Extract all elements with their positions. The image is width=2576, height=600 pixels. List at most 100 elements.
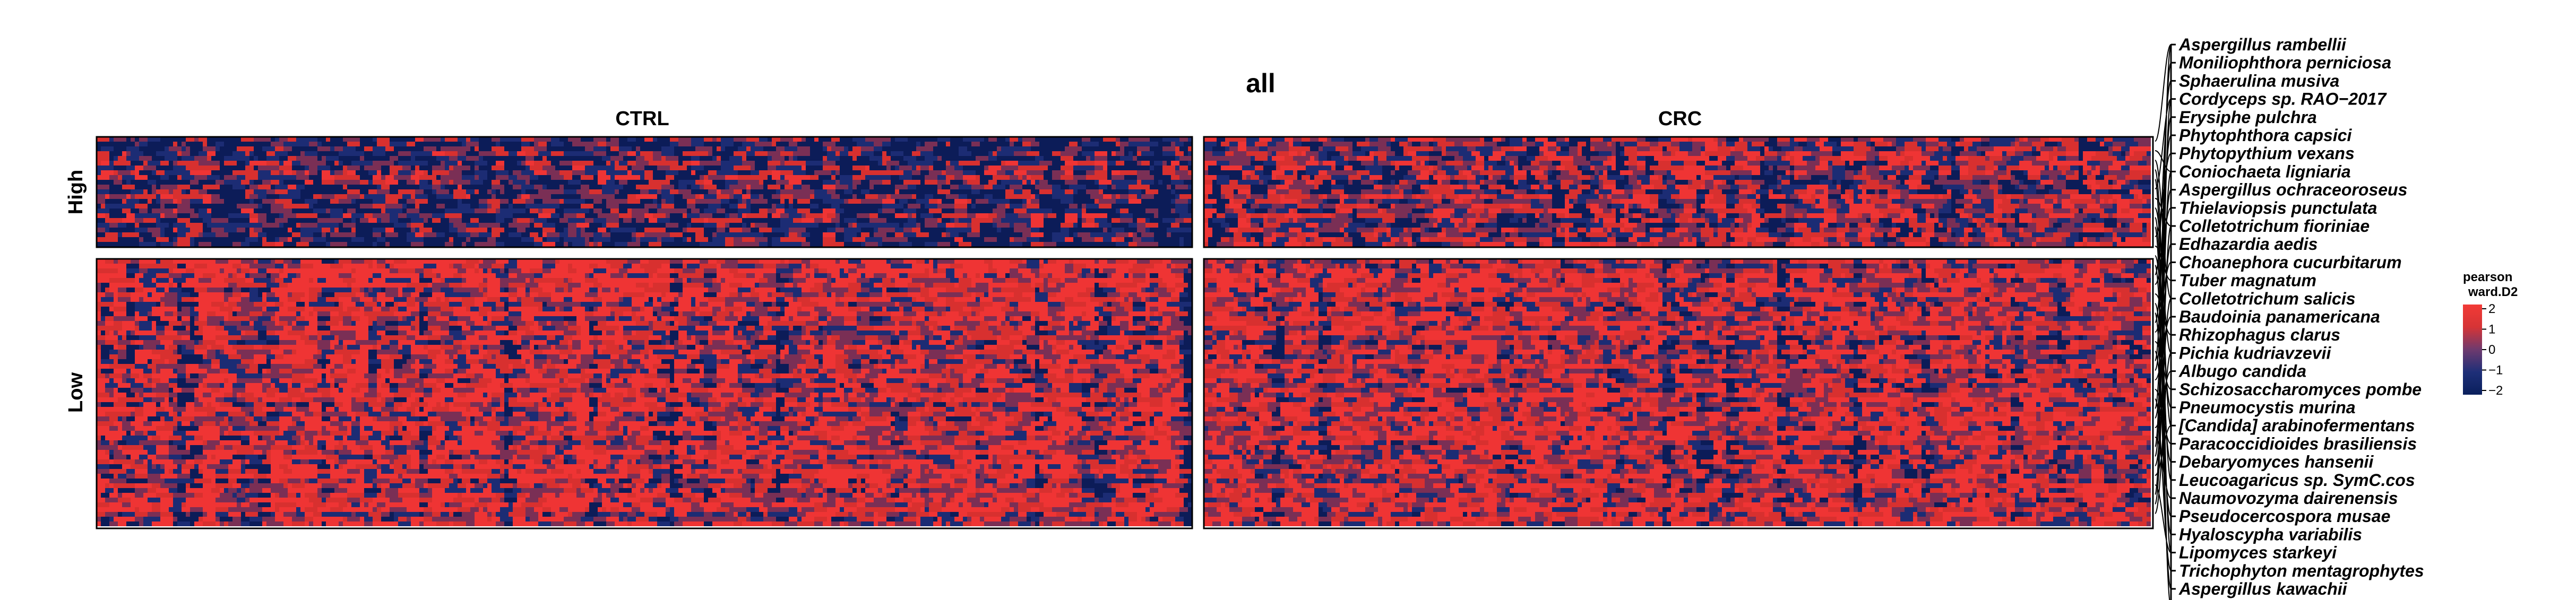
heatmap-cell bbox=[288, 185, 296, 189]
heatmap-cell bbox=[649, 223, 661, 228]
heatmap-cell bbox=[950, 189, 954, 194]
heatmap-cell bbox=[126, 237, 131, 242]
heatmap-cell bbox=[1811, 194, 1815, 199]
heatmap-cell bbox=[207, 156, 211, 161]
heatmap-cell bbox=[368, 189, 377, 194]
heatmap-cell bbox=[1811, 208, 1824, 213]
heatmap-cell bbox=[2100, 170, 2108, 175]
heatmap-cell bbox=[1314, 185, 1319, 189]
heatmap-cell bbox=[211, 161, 220, 166]
heatmap-cell bbox=[1888, 213, 1900, 218]
heatmap-cell bbox=[547, 156, 559, 161]
heatmap-cell bbox=[1429, 218, 1437, 223]
heatmap-cell bbox=[190, 161, 199, 166]
heatmap-cell bbox=[135, 166, 143, 170]
heatmap-cell bbox=[411, 175, 419, 180]
heatmap-cell bbox=[2130, 166, 2134, 170]
heatmap-cell bbox=[1544, 208, 1548, 213]
heatmap-cell bbox=[776, 180, 789, 185]
heatmap-cell bbox=[1998, 185, 2002, 189]
heatmap-cell bbox=[916, 142, 920, 146]
heatmap-cell bbox=[1378, 204, 1391, 208]
heatmap-cell bbox=[220, 189, 228, 194]
heatmap-cell bbox=[122, 204, 135, 208]
heatmap-cell bbox=[1926, 213, 1930, 218]
heatmap-cell bbox=[1620, 218, 1629, 223]
heatmap-cell bbox=[1845, 189, 1849, 194]
heatmap-cell bbox=[1382, 166, 1395, 170]
heatmap-cell bbox=[2011, 189, 2023, 194]
heatmap-cell bbox=[114, 204, 122, 208]
heatmap-cell bbox=[1488, 218, 1497, 223]
heatmap-cell bbox=[1031, 228, 1035, 232]
heatmap-cell bbox=[351, 242, 360, 247]
heatmap-cell bbox=[1039, 194, 1052, 199]
heatmap-cell bbox=[1171, 232, 1184, 237]
heatmap-cell bbox=[967, 232, 980, 237]
heatmap-cell bbox=[1429, 151, 1442, 156]
heatmap-cell bbox=[785, 228, 789, 232]
heatmap-cell bbox=[237, 232, 249, 237]
heatmap-cell bbox=[377, 194, 385, 199]
heatmap-cell bbox=[2062, 204, 2074, 208]
heatmap-cell bbox=[627, 194, 636, 199]
heatmap-cell bbox=[232, 194, 237, 199]
heatmap-cell bbox=[309, 166, 317, 170]
heatmap-cell bbox=[1229, 185, 1234, 189]
heatmap-cell bbox=[364, 185, 377, 189]
heatmap-cell bbox=[593, 146, 606, 151]
heatmap-cell bbox=[886, 194, 891, 199]
heatmap-cell bbox=[704, 237, 708, 242]
heatmap-cell bbox=[793, 199, 797, 204]
heatmap-cell bbox=[1662, 166, 1675, 170]
heatmap-cell bbox=[513, 237, 521, 242]
heatmap-cell bbox=[2147, 146, 2151, 151]
heatmap-cell bbox=[1854, 180, 1862, 185]
heatmap-cell bbox=[339, 228, 351, 232]
heatmap-cell bbox=[1888, 180, 1892, 185]
heatmap-cell bbox=[1726, 194, 1735, 199]
heatmap-cell bbox=[636, 218, 644, 223]
heatmap-cell bbox=[2057, 194, 2062, 199]
heatmap-cell bbox=[627, 199, 640, 204]
heatmap-cell bbox=[797, 156, 810, 161]
heatmap-cell bbox=[1790, 161, 1794, 166]
heatmap-cell bbox=[203, 146, 216, 151]
heatmap-cell bbox=[1624, 204, 1629, 208]
heatmap-cell bbox=[1022, 142, 1031, 146]
heatmap-cell bbox=[1798, 204, 1807, 208]
heatmap-cell bbox=[1225, 146, 1229, 151]
heatmap-cell bbox=[1467, 213, 1471, 218]
heatmap-cell bbox=[542, 199, 551, 204]
heatmap-cell bbox=[1225, 194, 1234, 199]
heatmap-cell bbox=[1336, 180, 1348, 185]
heatmap-cell bbox=[1977, 208, 1985, 213]
heatmap-cell bbox=[2066, 151, 2079, 156]
heatmap-cell bbox=[373, 142, 377, 146]
heatmap-cell bbox=[1858, 204, 1871, 208]
heatmap-cell bbox=[126, 180, 131, 185]
heatmap-cell bbox=[1433, 189, 1446, 194]
heatmap-cell bbox=[1154, 194, 1162, 199]
heatmap-cell bbox=[534, 161, 538, 166]
heatmap-cell bbox=[1010, 204, 1022, 208]
heatmap-cell bbox=[322, 156, 326, 161]
heatmap-cell bbox=[1246, 161, 1251, 166]
heatmap-cell bbox=[1773, 189, 1781, 194]
heatmap-cell bbox=[1718, 156, 1726, 161]
heatmap-cell bbox=[734, 232, 738, 237]
heatmap-cell bbox=[441, 161, 445, 166]
heatmap-cell bbox=[1027, 199, 1031, 204]
heatmap-cell bbox=[1476, 146, 1484, 151]
heatmap-cell bbox=[559, 204, 568, 208]
heatmap-cell bbox=[1480, 170, 1493, 175]
heatmap-cell bbox=[734, 142, 742, 146]
heatmap-cell bbox=[636, 228, 644, 232]
heatmap-cell bbox=[1493, 175, 1501, 180]
heatmap-cell bbox=[1849, 204, 1858, 208]
heatmap-cell bbox=[1807, 213, 1815, 218]
heatmap-cell bbox=[1082, 151, 1095, 156]
heatmap-cell bbox=[1374, 199, 1382, 204]
heatmap-cell bbox=[300, 146, 305, 151]
heatmap-cell bbox=[1378, 208, 1382, 213]
